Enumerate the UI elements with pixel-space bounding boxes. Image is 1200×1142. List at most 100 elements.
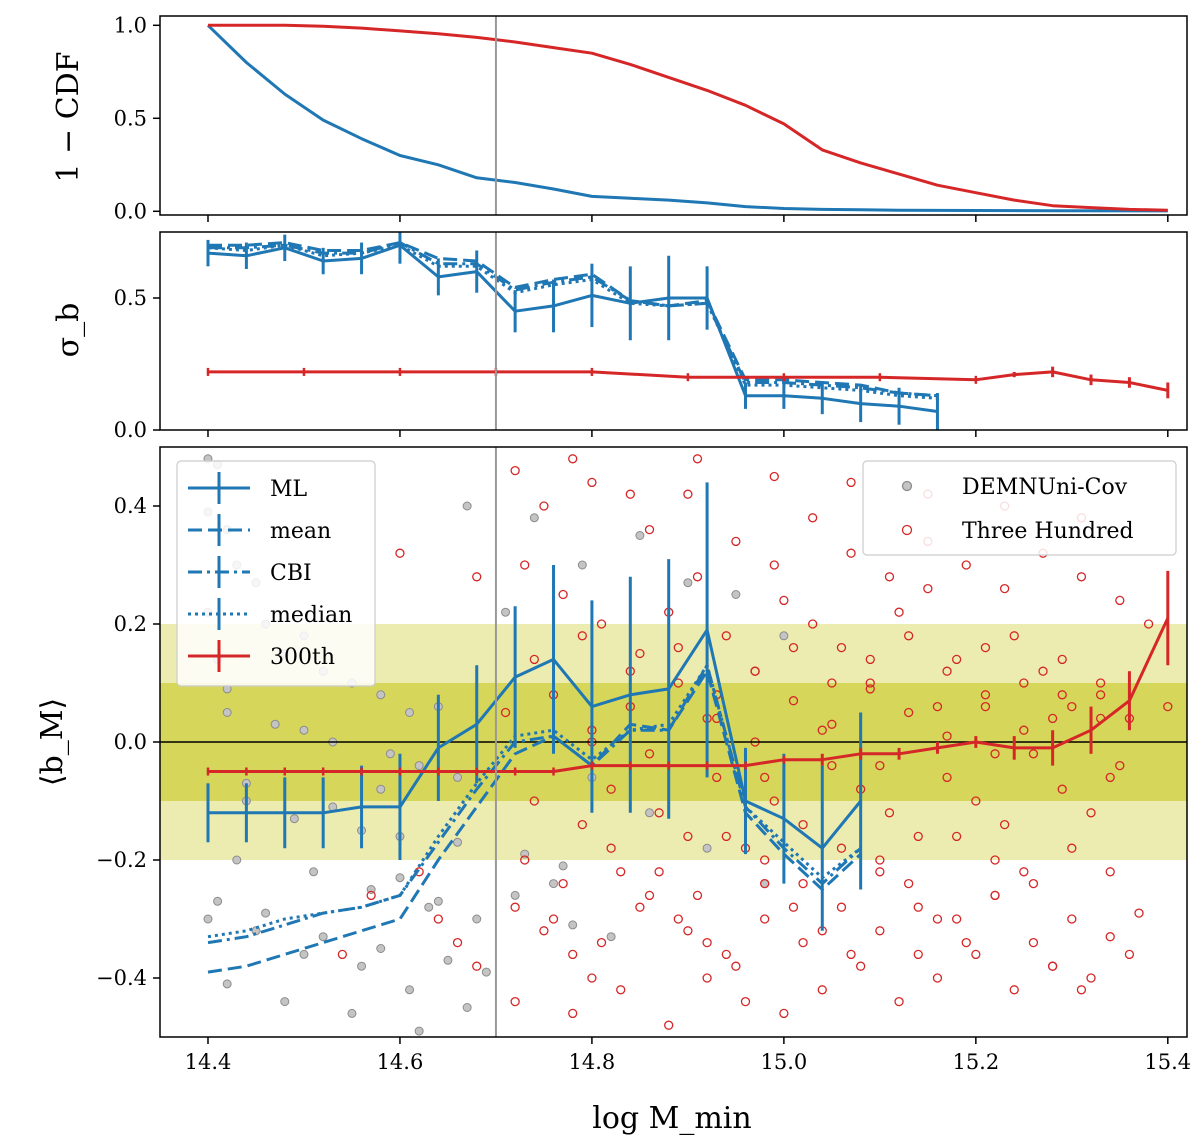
three-hundred-point xyxy=(1009,631,1019,641)
three-hundred-point xyxy=(769,796,779,806)
demnuni-point xyxy=(635,531,645,540)
three-hundred-point xyxy=(616,867,626,877)
demnuni-point xyxy=(577,560,587,570)
three-hundred-point xyxy=(798,878,808,889)
legend-points-box xyxy=(862,460,1177,556)
demnuni-point xyxy=(683,578,693,588)
legend-lines: ML mean CBI median 300th xyxy=(176,460,376,687)
three-hundred-point xyxy=(644,749,655,759)
three-hundred-point xyxy=(433,914,443,924)
three-hundred-point xyxy=(779,1008,789,1019)
three-hundred-point xyxy=(951,831,962,842)
series-line-demnuni-cov xyxy=(206,24,1168,213)
y-tick-label: −0.2 xyxy=(96,848,147,872)
legend-point-swatch xyxy=(901,480,913,492)
legend-lines-box xyxy=(176,460,376,687)
demnuni-point xyxy=(702,843,712,853)
three-hundred-point xyxy=(951,914,962,924)
three-hundred-point xyxy=(692,572,703,582)
demnuni-point xyxy=(395,873,405,883)
demnuni-point xyxy=(501,607,511,617)
legend-label: 300th xyxy=(270,645,335,670)
three-hundred-point xyxy=(827,760,837,771)
three-hundred-point xyxy=(1115,595,1125,606)
y-tick-label: 0.0 xyxy=(114,418,147,442)
three-hundred-point xyxy=(500,707,511,718)
three-hundred-point xyxy=(692,890,703,901)
demnuni-point xyxy=(318,932,328,942)
y-tick-label: −0.4 xyxy=(96,966,147,990)
legend-label: ML xyxy=(270,477,308,502)
y-tick-label: 0.2 xyxy=(114,612,147,636)
three-hundred-point xyxy=(1124,949,1135,960)
three-hundred-point xyxy=(1067,914,1077,924)
three-hundred-point xyxy=(1105,867,1115,877)
three-hundred-point xyxy=(865,654,875,665)
cdf-panel-clip-group xyxy=(206,16,1168,215)
three-hundred-point xyxy=(644,890,655,901)
y-tick-label: 0.5 xyxy=(114,106,147,130)
demnuni-point xyxy=(289,814,299,824)
three-hundred-point xyxy=(577,631,587,641)
three-hundred-point xyxy=(884,572,895,582)
three-hundred-point xyxy=(865,684,875,694)
three-hundred-point xyxy=(568,1008,578,1019)
three-hundred-point xyxy=(1095,690,1106,700)
series-line-ml xyxy=(208,628,862,850)
three-hundred-point xyxy=(721,631,731,641)
y-tick-label: 0.4 xyxy=(114,494,147,518)
three-hundred-point xyxy=(625,489,635,499)
three-hundred-point xyxy=(942,731,952,741)
sigma-axes: 0.0 0.5 xyxy=(114,231,1188,442)
three-hundred-point xyxy=(587,477,597,488)
x-tick-label: 14.4 xyxy=(185,1050,232,1074)
three-hundred-point xyxy=(1067,843,1077,853)
three-hundred-point xyxy=(808,619,818,629)
three-hundred-point xyxy=(1086,973,1096,983)
three-hundred-point xyxy=(568,949,578,960)
sigma-panel-clip-group xyxy=(206,232,1170,430)
y-tick-label: 1.0 xyxy=(114,13,147,37)
demnuni-point xyxy=(645,808,655,818)
demnuni-point xyxy=(376,690,386,700)
three-hundred-point xyxy=(1076,985,1087,995)
three-hundred-point xyxy=(520,855,530,865)
three-hundred-point xyxy=(750,666,760,676)
demnuni-point xyxy=(510,890,520,900)
y-tick-label: 0.0 xyxy=(114,199,147,223)
three-hundred-point xyxy=(884,808,895,818)
legend-label: DEMNUni-Cov xyxy=(962,475,1128,500)
three-hundred-point xyxy=(760,878,770,889)
demnuni-point xyxy=(280,997,290,1007)
three-hundred-point xyxy=(731,536,741,547)
three-hundred-point xyxy=(1019,678,1029,688)
three-hundred-point xyxy=(395,548,405,558)
three-hundred-point xyxy=(961,937,971,948)
three-hundred-point xyxy=(539,926,549,936)
three-hundred-point xyxy=(827,719,837,729)
demnuni-point xyxy=(568,920,578,930)
three-hundred-point xyxy=(606,843,616,853)
x-tick-label: 15.0 xyxy=(760,1050,807,1074)
three-hundred-point xyxy=(452,937,463,948)
three-hundred-point xyxy=(856,961,866,971)
three-hundred-point xyxy=(510,996,520,1007)
three-hundred-point xyxy=(558,589,568,600)
three-hundred-point xyxy=(846,477,856,488)
three-hundred-point xyxy=(510,465,520,476)
three-hundred-point xyxy=(529,654,539,665)
three-hundred-point xyxy=(990,855,1000,865)
three-hundred-point xyxy=(1019,725,1029,735)
three-hundred-point xyxy=(683,926,693,936)
x-tick-label: 15.2 xyxy=(952,1050,999,1074)
three-hundred-point xyxy=(836,642,847,653)
series-line-ml xyxy=(207,243,938,413)
series-line-300th xyxy=(208,617,1170,773)
three-hundred-point xyxy=(1076,572,1087,582)
y-tick-label: 0.0 xyxy=(114,730,147,754)
three-hundred-point xyxy=(827,678,837,688)
sigma-y-axis-label: σ_b xyxy=(51,303,86,358)
three-hundred-point xyxy=(942,666,952,676)
three-hundred-point xyxy=(702,973,712,983)
